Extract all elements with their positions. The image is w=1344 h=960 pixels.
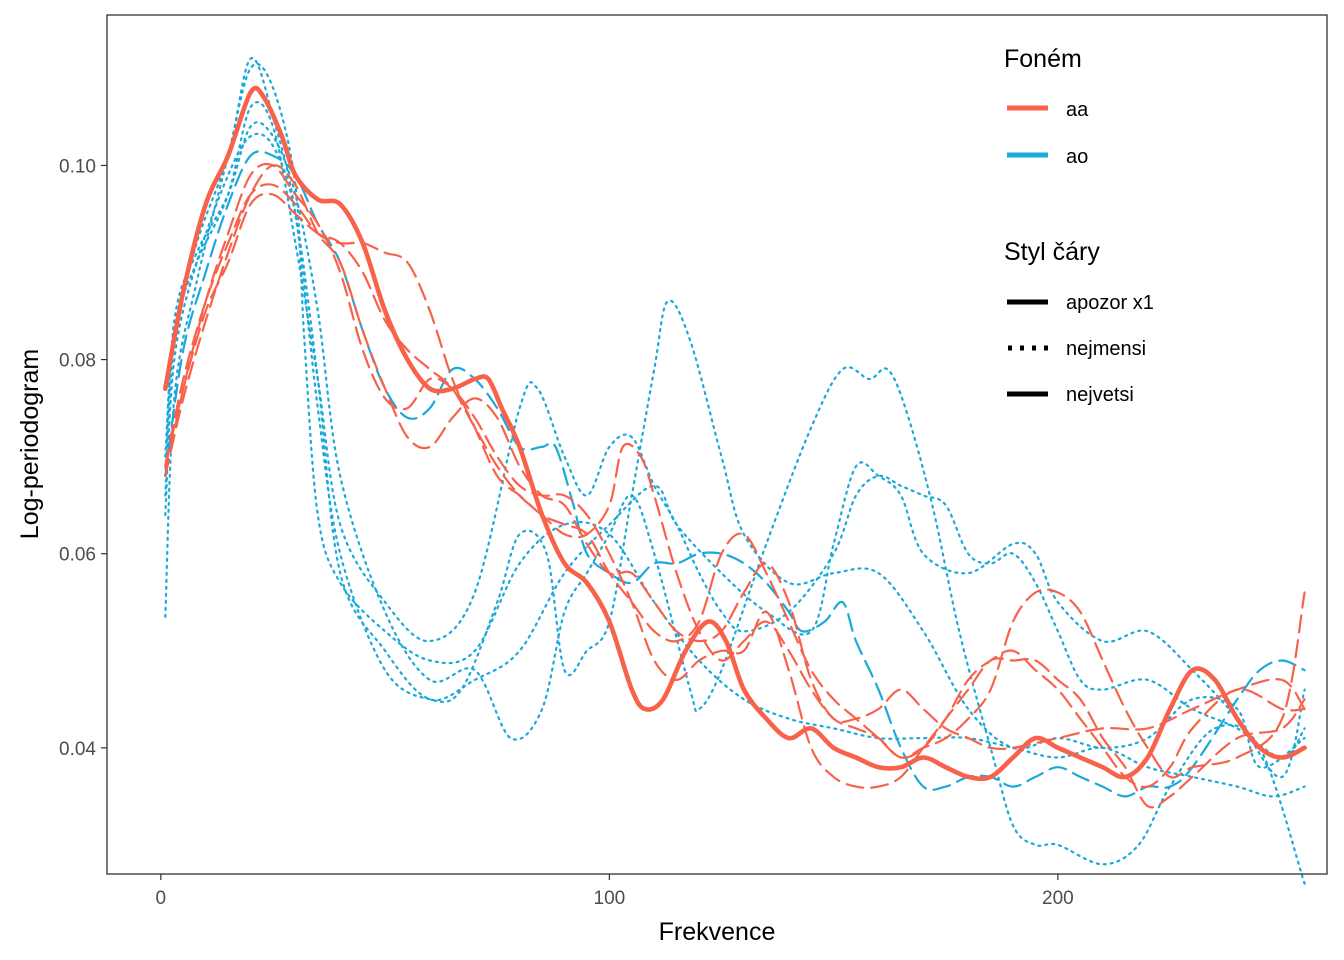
y-axis: 0.04 0.06 0.08 0.10 xyxy=(59,156,107,760)
series-line-aa-dashed xyxy=(164,164,1306,751)
x-axis-title: Frekvence xyxy=(659,918,776,946)
y-tick-label: 0.10 xyxy=(59,156,96,177)
series-layer xyxy=(163,57,1307,885)
series-line-aa-dashed xyxy=(164,162,1306,809)
legend-label-nejmensi: nejmensi xyxy=(1066,338,1146,360)
legend: Foném aa ao Styl čáry apozor x1 nejmensi… xyxy=(1004,45,1154,406)
series-line-aa-thick xyxy=(163,85,1307,782)
x-tick-label: 100 xyxy=(594,888,626,909)
plot-panel-border xyxy=(106,14,1328,875)
x-axis: 0 100 200 xyxy=(156,874,1074,909)
legend-color-title: Foném xyxy=(1004,45,1082,73)
plot-panel xyxy=(107,15,1327,874)
legend-style-title: Styl čáry xyxy=(1004,238,1100,266)
legend-label-apozor: apozor x1 xyxy=(1066,292,1154,314)
series-line-ao-dotted xyxy=(164,132,1306,779)
y-tick-label: 0.04 xyxy=(59,739,96,760)
series-line-ao-dotted xyxy=(164,62,1306,798)
legend-label-nejvetsi: nejvetsi xyxy=(1066,384,1134,406)
legend-label-ao: ao xyxy=(1066,146,1088,168)
x-tick-label: 200 xyxy=(1042,888,1074,909)
y-axis-title: Log-periodogram xyxy=(16,349,44,539)
legend-label-aa: aa xyxy=(1066,99,1089,121)
y-tick-label: 0.06 xyxy=(59,545,96,566)
y-tick-label: 0.08 xyxy=(59,351,96,372)
x-tick-label: 0 xyxy=(156,888,167,909)
series-line-aa-dashed xyxy=(164,192,1306,779)
series-line-ao-dotted xyxy=(164,121,1306,885)
